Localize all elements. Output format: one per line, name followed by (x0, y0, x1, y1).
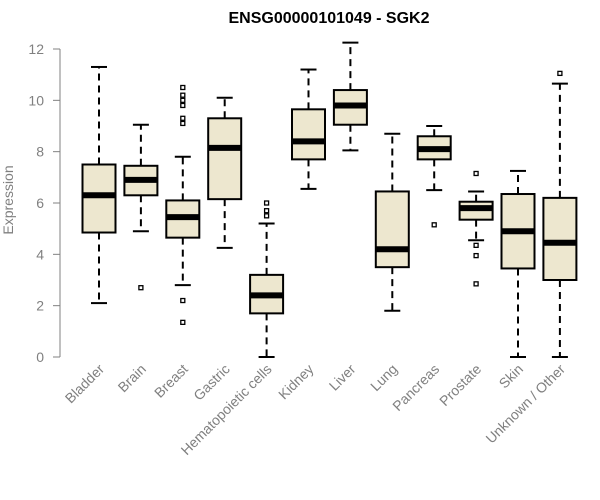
boxes-group (81, 41, 578, 358)
chart-title: ENSG00000101049 - SGK2 (228, 10, 429, 27)
x-label-kidney: Kidney (275, 361, 317, 403)
box-liver (332, 41, 368, 152)
iqr-box (291, 108, 326, 161)
outlier-point (473, 252, 479, 259)
box-gastric (207, 96, 243, 249)
outlier-point (263, 200, 270, 206)
y-tick-label: 8 (36, 144, 44, 160)
outlier-point (431, 222, 437, 228)
box-skin (500, 169, 536, 358)
iqr-box (374, 190, 410, 269)
outlier-point (263, 208, 270, 214)
box-breast (165, 84, 201, 326)
outlier-point (180, 92, 186, 98)
x-label-brain: Brain (115, 361, 149, 395)
box-prostate (458, 170, 494, 287)
outlier-point (557, 70, 563, 77)
box-pancreas (416, 125, 452, 228)
box-unknown-other (542, 70, 578, 358)
outlier-point (180, 115, 186, 121)
y-axis-title: Expression (0, 165, 16, 234)
y-tick-label: 0 (36, 349, 44, 365)
x-label-lung: Lung (367, 361, 400, 394)
outlier-point (180, 84, 186, 91)
x-label-prostate: Prostate (436, 361, 484, 409)
outlier-point (180, 97, 186, 103)
x-label-pancreas: Pancreas (389, 361, 442, 414)
y-axis: 0 2 4 6 8 10 12 (28, 41, 61, 365)
box-bladder (81, 65, 117, 305)
outlier-point (180, 297, 186, 304)
y-tick-label: 4 (36, 246, 44, 262)
outlier-point (180, 102, 186, 109)
box-brain (123, 123, 159, 291)
x-label-breast: Breast (151, 361, 191, 401)
x-label-liver: Liver (326, 361, 359, 394)
box-kidney (291, 68, 326, 190)
y-tick-label: 6 (36, 195, 44, 211)
outlier-point (473, 281, 479, 287)
box-lung (374, 132, 410, 312)
iqr-box (81, 163, 117, 234)
box-hematopoietic-cells (249, 200, 285, 358)
x-label-skin: Skin (496, 361, 527, 392)
outlier-point (180, 319, 186, 326)
iqr-box (207, 117, 243, 201)
outlier-point (263, 213, 270, 219)
x-label-bladder: Bladder (62, 361, 108, 407)
iqr-box (542, 196, 578, 281)
outlier-point (138, 285, 144, 291)
y-tick-label: 12 (28, 41, 44, 57)
outlier-point (473, 170, 479, 177)
x-label-unknown-other: Unknown / Other (482, 361, 568, 447)
outlier-point (473, 242, 479, 249)
y-tick-label: 2 (36, 298, 44, 314)
outlier-point (180, 120, 186, 127)
y-tick-label: 10 (28, 92, 44, 108)
